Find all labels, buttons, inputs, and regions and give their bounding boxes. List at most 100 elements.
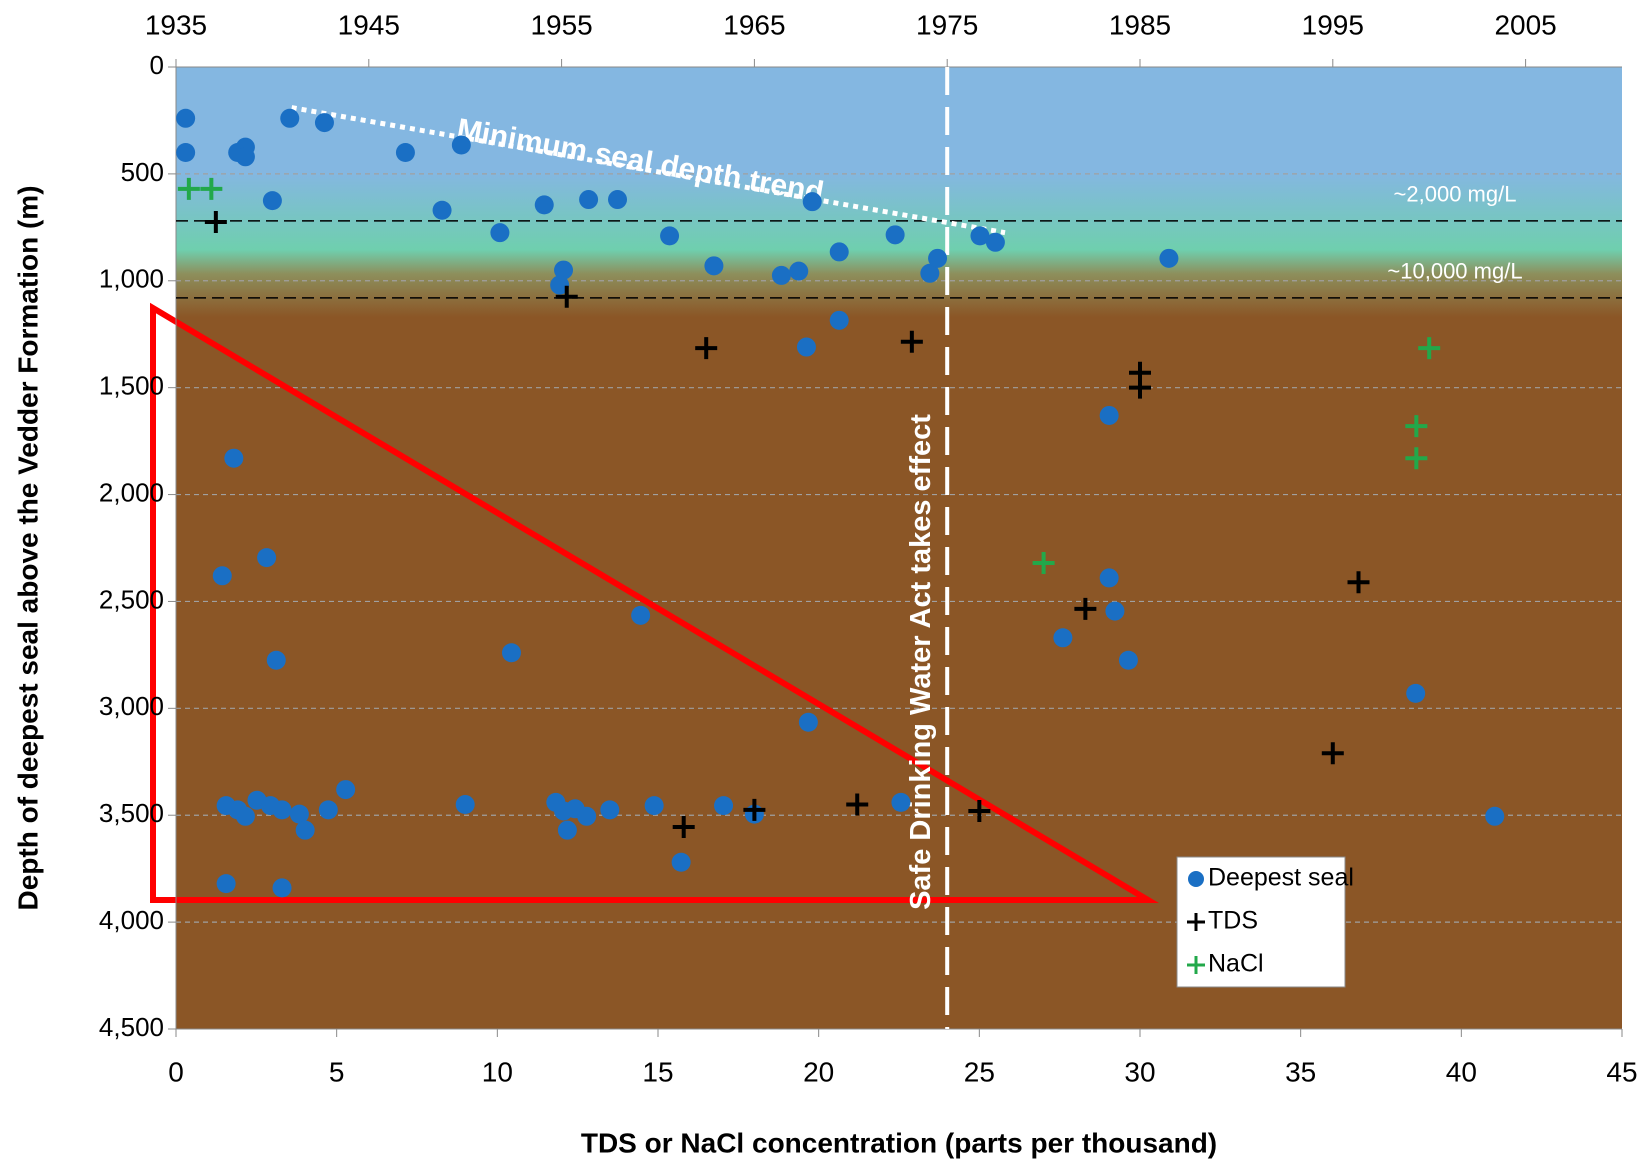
data-point bbox=[554, 260, 574, 280]
x-tick-label: 10 bbox=[482, 1056, 513, 1087]
data-point bbox=[577, 806, 597, 826]
data-point bbox=[798, 712, 818, 732]
data-point bbox=[550, 275, 570, 295]
x-axis-title: TDS or NaCl concentration (parts per tho… bbox=[581, 1127, 1217, 1158]
data-point bbox=[660, 226, 680, 246]
legend-marker bbox=[1187, 956, 1205, 974]
reference-label: Safe Drinking Water Act takes effect bbox=[905, 414, 937, 910]
data-point bbox=[262, 191, 282, 211]
x-tick-label: 30 bbox=[1124, 1056, 1155, 1087]
legend: Deepest seal TDS NaCl bbox=[1176, 856, 1354, 988]
y-tick-label: 3,500 bbox=[99, 798, 164, 828]
data-point bbox=[280, 108, 300, 128]
data-point bbox=[829, 242, 849, 262]
data-point bbox=[1118, 650, 1138, 670]
data-point bbox=[200, 177, 223, 200]
x-tick-label: 35 bbox=[1285, 1056, 1316, 1087]
data-point bbox=[235, 806, 255, 826]
data-point bbox=[891, 792, 911, 812]
data-point bbox=[920, 263, 940, 283]
legend-label: Deepest seal bbox=[1208, 864, 1354, 892]
data-point bbox=[204, 210, 227, 233]
data-point bbox=[1405, 415, 1428, 438]
y-tick-label: 4,500 bbox=[99, 1012, 164, 1042]
reference-label: ~2,000 mg/L bbox=[1394, 182, 1517, 207]
data-point bbox=[796, 337, 816, 357]
data-point bbox=[704, 256, 724, 276]
y-tick-label: 500 bbox=[121, 157, 164, 187]
data-point bbox=[600, 800, 620, 820]
x-tick-label: 25 bbox=[964, 1056, 995, 1087]
data-point bbox=[1053, 628, 1073, 648]
data-point bbox=[608, 190, 628, 210]
data-point bbox=[295, 820, 315, 840]
data-point bbox=[900, 330, 923, 353]
y-tick-label: 1,000 bbox=[99, 264, 164, 294]
x2-tick-label: 2005 bbox=[1494, 9, 1556, 40]
y-tick-label: 1,500 bbox=[99, 371, 164, 401]
data-point bbox=[885, 225, 905, 245]
data-point bbox=[579, 190, 599, 210]
data-point bbox=[266, 650, 286, 670]
data-point bbox=[314, 113, 334, 133]
data-point bbox=[631, 605, 651, 625]
data-point bbox=[1099, 568, 1119, 588]
x2-tick-label: 1995 bbox=[1302, 9, 1364, 40]
y-axis-title: Depth of deepest seal above the Vedder F… bbox=[12, 185, 43, 910]
data-point bbox=[846, 793, 869, 816]
x-tick-label: 40 bbox=[1446, 1056, 1477, 1087]
data-point bbox=[176, 143, 196, 163]
trend-line bbox=[291, 105, 1006, 236]
data-point bbox=[177, 177, 200, 200]
data-point bbox=[1074, 597, 1097, 620]
data-point bbox=[272, 800, 292, 820]
x-tick-label: 20 bbox=[803, 1056, 834, 1087]
plot-background bbox=[176, 67, 1622, 1029]
data-point bbox=[1406, 683, 1426, 703]
legend-marker bbox=[1187, 913, 1205, 931]
data-point bbox=[802, 192, 822, 212]
data-point bbox=[1418, 337, 1441, 360]
data-point bbox=[432, 200, 452, 220]
highlight-triangle bbox=[150, 302, 1159, 903]
data-point bbox=[985, 232, 1005, 252]
y-tick-label: 3,000 bbox=[99, 691, 164, 721]
data-point bbox=[176, 108, 196, 128]
data-point bbox=[501, 643, 521, 663]
legend-label: NaCl bbox=[1208, 950, 1264, 978]
x2-tick-label: 1985 bbox=[1109, 9, 1171, 40]
data-point bbox=[671, 852, 691, 872]
x2-tick-label: 1965 bbox=[723, 9, 785, 40]
data-point bbox=[490, 223, 510, 243]
data-point bbox=[968, 799, 991, 822]
data-point bbox=[235, 147, 255, 167]
data-point bbox=[1405, 447, 1428, 470]
y-tick-label: 2,000 bbox=[99, 477, 164, 507]
x2-tick-label: 1955 bbox=[530, 9, 592, 40]
data-point bbox=[216, 874, 236, 894]
data-point bbox=[212, 566, 232, 586]
data-point bbox=[336, 780, 356, 800]
data-point bbox=[829, 310, 849, 330]
data-point bbox=[272, 878, 292, 898]
data-point bbox=[789, 261, 809, 281]
data-point bbox=[928, 248, 948, 268]
data-point bbox=[395, 143, 415, 163]
y-tick-label: 4,000 bbox=[99, 905, 164, 935]
x-tick-label: 0 bbox=[168, 1056, 184, 1087]
y-tick-label: 0 bbox=[150, 50, 164, 80]
data-point bbox=[1105, 601, 1125, 621]
data-point bbox=[1347, 571, 1370, 594]
data-point bbox=[695, 337, 718, 360]
data-point bbox=[1129, 376, 1151, 399]
data-point bbox=[970, 226, 990, 246]
data-point bbox=[714, 796, 734, 816]
data-point bbox=[451, 135, 471, 155]
data-point bbox=[743, 798, 766, 821]
legend-marker bbox=[1188, 871, 1204, 887]
data-point bbox=[555, 285, 578, 308]
x2-tick-label: 1975 bbox=[916, 9, 978, 40]
data-point bbox=[534, 195, 554, 215]
data-point bbox=[257, 548, 277, 568]
